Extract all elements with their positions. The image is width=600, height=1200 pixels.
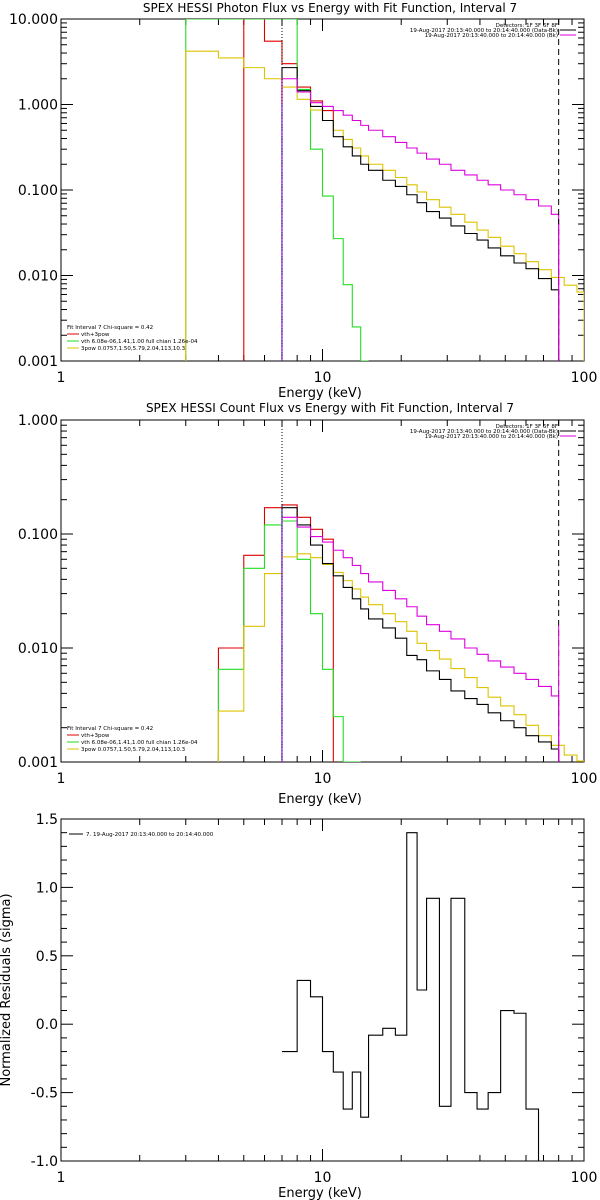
x-tick-label: 100	[571, 771, 598, 787]
series-line-vth	[217, 520, 361, 762]
series-line-vth-3pow	[217, 504, 334, 762]
legend-entry: Detectors: 1F 3F 6F 8F	[496, 23, 558, 29]
x-tick-label: 100	[571, 1170, 598, 1186]
x-tick-label: 1	[57, 1170, 66, 1186]
y-tick-label: 0.5	[36, 949, 58, 965]
legend-entry: 19-Aug-2017 20:13:40.000 to 20:14:40.000…	[425, 33, 558, 39]
series-line-3pow	[185, 50, 584, 361]
axes-frame	[60, 419, 585, 763]
x-axis-label: Energy (keV)	[278, 792, 362, 807]
plot-area	[217, 420, 584, 762]
y-axis-label: Normalized Residuals (sigma)	[0, 893, 14, 1086]
legend-entry: vth+3pow	[81, 733, 110, 739]
legend-entry: 19-Aug-2017 20:13:40.000 to 20:14:40.000…	[410, 429, 558, 435]
x-tick-label: 10	[314, 1170, 332, 1186]
x-tick-label: 10	[314, 370, 332, 386]
legend-entry: 19-Aug-2017 20:13:40.000 to 20:14:40.000…	[410, 28, 558, 34]
legend-entry: 3pow 0.0757,1.50,5.79,2.04,113,10.3	[81, 747, 186, 753]
y-tick-label: 0.100	[18, 527, 58, 543]
y-tick-label: 10.000	[9, 12, 58, 28]
series-line-data-bk	[281, 507, 560, 762]
residuals-panel: Energy (keV) Normalized Residuals (sigma…	[0, 812, 597, 1200]
y-tick-label: 0.100	[18, 183, 58, 199]
legend-entry: Fit Interval 7 Chi-square = 0.42	[67, 325, 153, 331]
x-tick-label: 10	[314, 771, 332, 787]
plot-area	[281, 832, 540, 1161]
y-tick-label: 0.0	[36, 1017, 58, 1033]
plot-area	[185, 19, 584, 361]
x-axis-label: Energy (keV)	[278, 386, 362, 401]
legend-entry: vth 6.08e-06,1.41,1.00 full chian 1.26e-…	[81, 740, 198, 746]
legend-entry: Fit Interval 7 Chi-square = 0.42	[67, 726, 153, 732]
legend-entry: vth+3pow	[81, 332, 110, 338]
y-tick-label: 1.5	[36, 812, 58, 828]
legend-entry: vth 6.08e-06,1.41,1.00 full chian 1.26e-…	[81, 339, 198, 345]
x-tick-label: 1	[57, 771, 66, 787]
series-line-7-19-aug-2017-20-13-40-000-to-20-14-40-000	[281, 832, 540, 1161]
x-tick-label: 1	[57, 370, 66, 386]
legend-entry: 7. 19-Aug-2017 20:13:40.000 to 20:14:40.…	[86, 832, 214, 838]
y-tick-label: -0.5	[31, 1086, 58, 1102]
series-line-vth	[185, 19, 369, 361]
legend-entry: 3pow 0.0757,1.50,5.79,2.04,113,10.3	[81, 346, 186, 352]
series-line-3pow	[217, 553, 584, 762]
legend-entry: Detectors: 1F 3F 6F 8F	[496, 424, 558, 430]
y-tick-label: -1.0	[31, 1154, 58, 1170]
y-tick-label: 1.000	[18, 413, 58, 429]
panel-title: SPEX HESSI Photon Flux vs Energy with Fi…	[143, 1, 517, 15]
photon-flux-panel: SPEX HESSI Photon Flux vs Energy with Fi…	[9, 1, 597, 401]
count-flux-panel: SPEX HESSI Count Flux vs Energy with Fit…	[18, 401, 597, 807]
series-line-vth-3pow	[243, 19, 334, 361]
legend-entry: 19-Aug-2017 20:13:40.000 to 20:14:40.000…	[425, 434, 558, 440]
y-tick-label: 0.010	[18, 269, 58, 285]
y-tick-label: 1.000	[18, 98, 58, 114]
panel-title: SPEX HESSI Count Flux vs Energy with Fit…	[146, 401, 514, 415]
x-tick-label: 100	[571, 370, 598, 386]
x-axis-label: Energy (keV)	[278, 1186, 362, 1200]
series-line-bk	[281, 516, 560, 762]
y-tick-label: 0.010	[18, 641, 58, 657]
series-line-bk	[281, 78, 560, 361]
y-tick-label: 0.001	[18, 755, 58, 771]
y-tick-label: 0.001	[18, 354, 58, 370]
y-tick-label: 1.0	[36, 880, 58, 896]
axes-frame	[60, 818, 585, 1162]
series-line-data-bk	[281, 67, 560, 361]
